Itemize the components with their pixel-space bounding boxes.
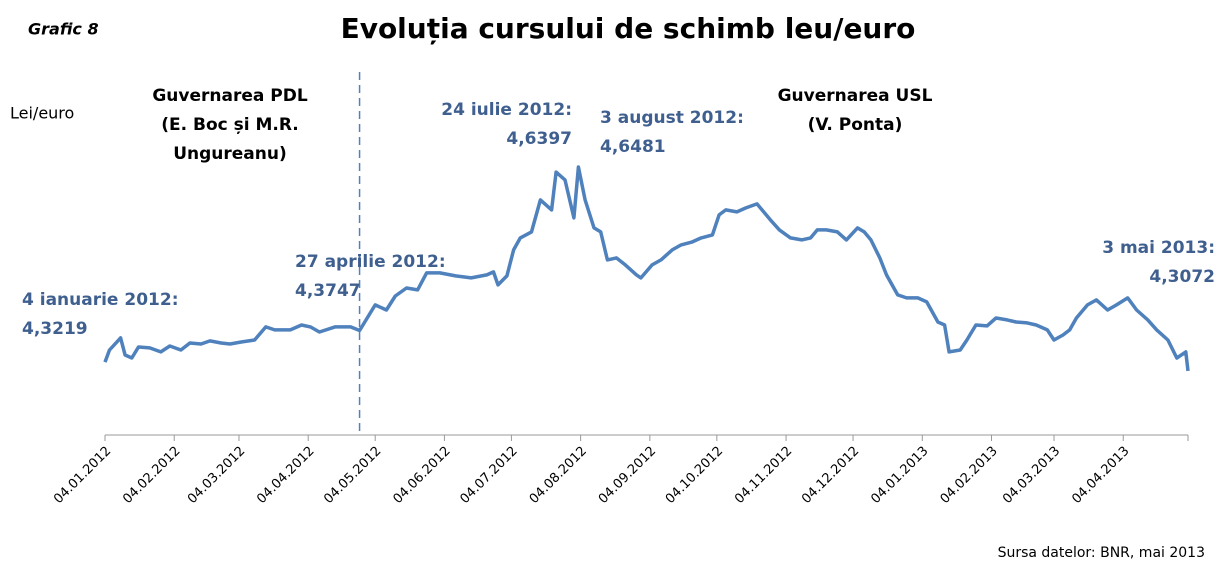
annotation-text: 24 iulie 2012: [441,100,572,120]
group-label: Guvernarea PDL [152,86,308,106]
group-label: Ungureanu) [173,144,287,164]
annotation-text: 3 august 2012: [600,108,744,128]
x-tick-label: 04.01.2012 [51,444,114,507]
annotation-value: 4,6397 [506,129,572,149]
x-tick-label: 04.01.2013 [868,444,931,507]
chart-title: Evoluția cursului de schimb leu/euro [341,12,916,45]
x-tick-label: 04.12.2012 [799,444,862,507]
x-tick-label: 04.11.2012 [732,444,795,507]
x-tick-label: 04.08.2012 [527,444,590,507]
annotation-value: 4,6481 [600,137,666,157]
annotation-text: 4 ianuarie 2012: [22,290,179,310]
x-tick-label: 04.06.2012 [390,444,453,507]
x-tick-label: 04.10.2012 [663,444,726,507]
figure-label: Grafic 8 [28,20,99,39]
annotation-value: 4,3072 [1149,267,1215,287]
x-tick-label: 04.09.2012 [596,444,659,507]
group-label: Guvernarea USL [778,86,933,106]
annotation-value: 4,3219 [22,319,88,339]
x-tick-label: 04.05.2012 [321,444,384,507]
annotation-text: 27 aprilie 2012: [295,252,446,272]
group-label: (V. Ponta) [808,115,903,135]
annotation-text: 3 mai 2013: [1102,238,1215,258]
x-tick-label: 04.02.2012 [120,444,183,507]
x-tick-label: 04.07.2012 [457,444,520,507]
source: Sursa datelor: BNR, mai 2013 [998,545,1205,561]
y-axis-label: Lei/euro [10,104,74,123]
annotation-value: 4,3747 [295,281,361,301]
group-label: (E. Boc și M.R. [161,115,299,135]
x-tick-label: 04.04.2012 [254,444,317,507]
x-tick-label: 04.03.2013 [1000,444,1063,507]
x-tick-label: 04.03.2012 [185,444,248,507]
x-tick-label: 04.02.2013 [938,444,1001,507]
series-line [103,165,1190,372]
x-tick-label: 04.04.2013 [1069,444,1132,507]
